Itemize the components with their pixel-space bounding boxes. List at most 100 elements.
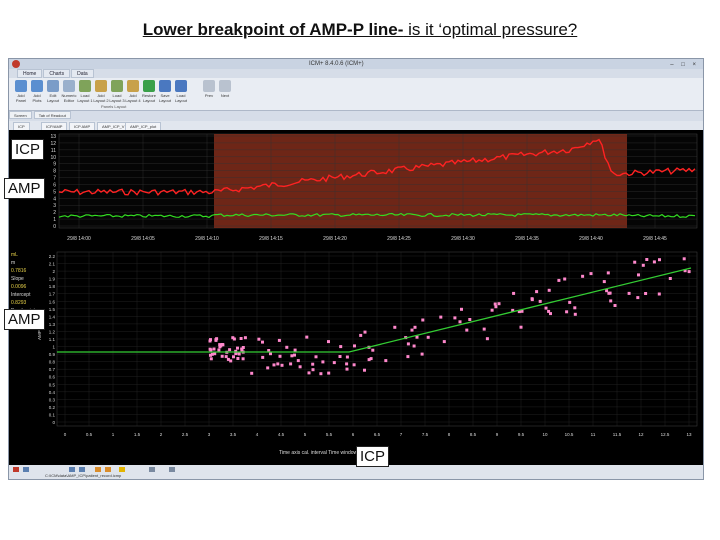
callout-amp-top: AMP <box>4 178 45 199</box>
y-tick-label: 1.4 <box>49 314 56 319</box>
scatter-point <box>406 355 410 359</box>
ribbon-button[interactable]: Add Plots <box>29 80 45 103</box>
x-tick-label: 10 <box>542 432 548 437</box>
ribbon-button[interactable]: Load Layout <box>173 80 189 103</box>
scatter-point <box>220 343 224 346</box>
add-plots-icon <box>31 80 43 92</box>
prev-icon[interactable] <box>69 467 75 472</box>
scatter-point <box>314 355 318 359</box>
y-tick-label: 0.7 <box>49 367 56 372</box>
ribbon-button[interactable]: Load Layout 1 <box>77 80 93 103</box>
x-tick-label: 5.5 <box>326 432 333 437</box>
scatter-point <box>410 328 414 332</box>
help-icon[interactable] <box>169 467 175 472</box>
amp-icp-scatter-panel[interactable]: mLm0.7816Slope0.0096Intercept0.8293Break… <box>9 248 703 465</box>
tool-icon[interactable] <box>95 467 101 472</box>
x-tick-label: 11 <box>591 432 596 437</box>
callout-icp-bottom: ICP <box>356 446 390 467</box>
scatter-point <box>609 299 613 303</box>
y-tick-label: 0.9 <box>49 352 56 357</box>
scatter-point <box>228 348 232 352</box>
folder-icon[interactable] <box>119 467 125 472</box>
ribbon-button-label: Load Layout <box>174 93 187 103</box>
tool-icon[interactable] <box>105 467 111 472</box>
scatter-point <box>573 312 577 316</box>
scatter-point <box>519 325 523 329</box>
scatter-point <box>234 349 238 353</box>
scatter-point <box>311 368 315 372</box>
ribbon-button[interactable]: Next <box>217 80 233 98</box>
doc-tab[interactable]: Screen <box>9 111 32 119</box>
next-icon[interactable] <box>79 467 85 472</box>
ribbon-button[interactable]: Add Panel <box>13 80 29 103</box>
add-layout-icon <box>127 80 139 92</box>
scatter-point <box>367 358 371 362</box>
next-icon <box>219 80 231 92</box>
ribbon-button-label: Load Layout 3 <box>109 93 125 103</box>
scatter-point <box>269 352 272 356</box>
window-controls[interactable]: – □ × <box>670 62 699 68</box>
scatter-point <box>439 315 443 319</box>
scatter-point <box>468 318 472 321</box>
scatter-point <box>413 325 417 329</box>
side-readout-label: 0.8293 <box>11 300 27 306</box>
scatter-point <box>494 305 498 309</box>
ribbon-button[interactable]: Save Layout <box>157 80 173 103</box>
menu-item-home[interactable]: Home <box>17 69 43 78</box>
scatter-point <box>645 258 649 261</box>
scatter-point <box>547 309 551 313</box>
y-tick-label: 0.2 <box>49 405 56 410</box>
scatter-point <box>682 257 686 261</box>
ribbon-button-label: Next <box>220 93 230 98</box>
scatter-point <box>602 280 606 284</box>
load-layout-icon <box>111 80 123 92</box>
ribbon-button[interactable]: Edit Layout <box>45 80 61 103</box>
y-tick-label: 1.6 <box>49 299 56 304</box>
scatter-point <box>220 354 224 358</box>
status-bar: C:\ICM\data\AMP_ICP\patient_record.icmp <box>9 465 703 479</box>
ribbon-group-label: Panels Layout <box>101 104 127 109</box>
scatter-point <box>276 362 280 366</box>
ribbon-button[interactable]: Prev <box>201 80 217 98</box>
menu-item-charts[interactable]: Charts <box>43 69 71 78</box>
nav-icon[interactable] <box>23 467 29 472</box>
scatter-point <box>232 337 236 341</box>
x-tick-label: 29/8 14:40 <box>579 236 603 242</box>
ribbon-button-label: Edit Layout <box>46 93 59 103</box>
selected-time-window <box>214 134 627 228</box>
scatter-point <box>296 359 300 363</box>
side-readout-label: m <box>11 260 15 266</box>
x-tick-label: 29/8 14:25 <box>387 236 411 242</box>
settings-icon[interactable] <box>149 467 155 472</box>
y-tick-label: 11 <box>51 148 56 154</box>
x-tick-label: 11.5 <box>613 432 622 437</box>
y-tick-label: 1.1 <box>49 337 56 342</box>
ribbon-button[interactable]: Add Layout 4 <box>125 80 141 103</box>
scatter-point <box>393 325 397 329</box>
menu-item-data[interactable]: Data <box>71 69 94 78</box>
scatter-point <box>371 348 375 352</box>
ribbon-button[interactable]: Add Layout 2 <box>93 80 109 103</box>
scatter-point <box>241 357 245 361</box>
scatter-point <box>321 360 325 364</box>
x-tick-label: 10.5 <box>565 432 574 437</box>
scatter-point <box>687 270 691 274</box>
y-tick-label: 8 <box>53 169 56 175</box>
ribbon-button[interactable]: Restore Layout <box>141 80 157 103</box>
x-tick-label: 12.5 <box>661 432 670 437</box>
x-tick-label: 0 <box>64 432 67 437</box>
scatter-point <box>549 312 552 316</box>
doc-tab[interactable]: Tab of Readout <box>33 111 71 119</box>
y-tick-label: 1.7 <box>49 292 56 297</box>
scatter-point <box>683 269 687 273</box>
y-tick-label: 3 <box>53 203 56 209</box>
ribbon-button[interactable]: Numeric Editor <box>61 80 77 103</box>
x-tick-label: 6.5 <box>374 432 381 437</box>
ribbon-button[interactable]: Load Layout 3 <box>109 80 125 103</box>
x-tick-label: 29/8 14:15 <box>259 236 283 242</box>
record-icon[interactable] <box>13 467 19 472</box>
scatter-point <box>589 272 593 276</box>
scatter-point <box>442 340 446 344</box>
scatter-point <box>210 352 214 356</box>
